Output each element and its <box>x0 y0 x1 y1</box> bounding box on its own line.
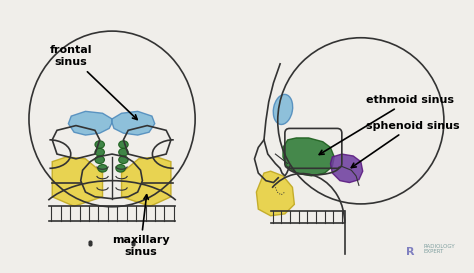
Polygon shape <box>52 157 102 206</box>
Text: maxillary
sinus: maxillary sinus <box>112 195 169 257</box>
Ellipse shape <box>116 165 125 172</box>
Ellipse shape <box>118 141 128 148</box>
Text: RADIOLOGY
EXPERT: RADIOLOGY EXPERT <box>423 244 455 254</box>
Text: sphenoid sinus: sphenoid sinus <box>351 121 459 168</box>
Polygon shape <box>121 157 171 206</box>
Ellipse shape <box>95 141 104 148</box>
Ellipse shape <box>98 165 107 172</box>
Ellipse shape <box>118 148 128 156</box>
Ellipse shape <box>118 156 128 164</box>
Polygon shape <box>256 171 294 216</box>
Polygon shape <box>68 111 112 135</box>
Polygon shape <box>330 154 363 183</box>
Polygon shape <box>283 138 334 176</box>
Ellipse shape <box>95 148 104 156</box>
Ellipse shape <box>273 94 292 124</box>
Ellipse shape <box>95 156 104 164</box>
Text: frontal
sinus: frontal sinus <box>50 46 137 120</box>
Text: R: R <box>406 247 414 257</box>
Text: ethmoid sinus: ethmoid sinus <box>319 95 454 155</box>
Polygon shape <box>112 111 155 135</box>
